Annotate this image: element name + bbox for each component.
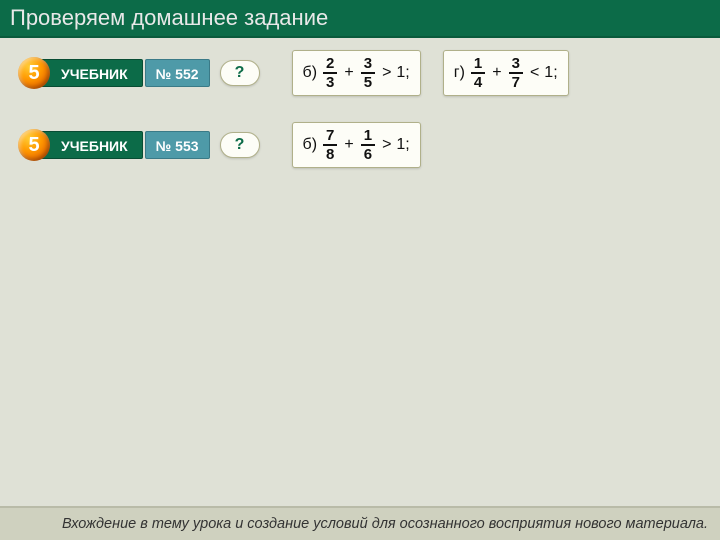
expression-box: б) 7 8 + 1 6 > 1; bbox=[292, 122, 421, 168]
fraction: 3 5 bbox=[361, 56, 375, 90]
question-bubble[interactable]: ? bbox=[220, 132, 260, 158]
page-footer: Вхождение в тему урока и создание услови… bbox=[0, 506, 720, 540]
expression-box: б) 2 3 + 3 5 > 1; bbox=[292, 50, 421, 96]
page-title: Проверяем домашнее задание bbox=[10, 5, 328, 30]
fraction: 1 6 bbox=[361, 128, 375, 162]
fraction: 1 4 bbox=[471, 56, 485, 90]
expr-label: г) bbox=[454, 64, 465, 82]
expression-box: г) 1 4 + 3 7 < 1; bbox=[443, 50, 569, 96]
exercise-number: № 552 bbox=[145, 59, 210, 87]
expr-label: б) bbox=[303, 64, 318, 82]
fraction: 3 7 bbox=[509, 56, 523, 90]
book-icon: 5 bbox=[18, 129, 50, 161]
fraction: 7 8 bbox=[323, 128, 337, 162]
page-header: Проверяем домашнее задание bbox=[0, 0, 720, 38]
exercise-row: 5 УЧЕБНИК № 552 ? б) 2 3 + 3 5 > 1; г) 1… bbox=[0, 50, 720, 96]
textbook-label: УЧЕБНИК bbox=[40, 131, 143, 159]
exercise-row: 5 УЧЕБНИК № 553 ? б) 7 8 + 1 6 > 1; bbox=[0, 122, 720, 168]
textbook-label: УЧЕБНИК bbox=[40, 59, 143, 87]
question-bubble[interactable]: ? bbox=[220, 60, 260, 86]
fraction: 2 3 bbox=[323, 56, 337, 90]
exercise-number: № 553 bbox=[145, 131, 210, 159]
book-icon: 5 bbox=[18, 57, 50, 89]
footer-text: Вхождение в тему урока и создание услови… bbox=[62, 516, 708, 532]
expr-label: б) bbox=[303, 136, 318, 154]
